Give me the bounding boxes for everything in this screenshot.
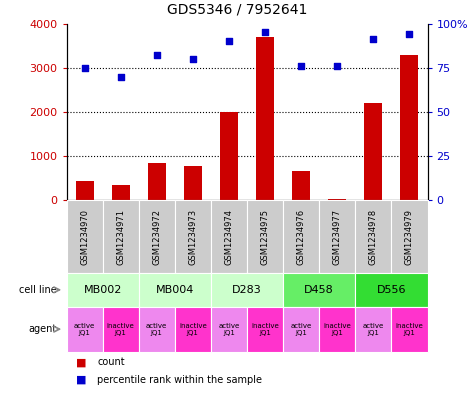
Bar: [66, 307, 103, 352]
Bar: [211, 273, 283, 307]
Text: MB002: MB002: [84, 285, 122, 295]
Text: GSM1234979: GSM1234979: [405, 209, 414, 265]
Bar: [103, 307, 139, 352]
Bar: [283, 200, 319, 273]
Bar: [391, 307, 428, 352]
Text: cell line: cell line: [19, 285, 57, 295]
Text: GSM1234976: GSM1234976: [297, 209, 305, 265]
Point: [189, 56, 197, 62]
Text: active
JQ1: active JQ1: [291, 323, 312, 336]
Point: [261, 29, 269, 36]
Bar: [364, 103, 382, 200]
Bar: [292, 171, 310, 200]
Point: [117, 73, 124, 80]
Text: ■: ■: [76, 375, 86, 385]
Bar: [355, 273, 428, 307]
Bar: [148, 163, 166, 200]
Text: GDS5346 / 7952641: GDS5346 / 7952641: [167, 2, 308, 17]
Point: [297, 63, 305, 69]
Bar: [319, 200, 355, 273]
Text: GSM1234975: GSM1234975: [261, 209, 269, 265]
Text: active
JQ1: active JQ1: [74, 323, 95, 336]
Text: active
JQ1: active JQ1: [146, 323, 167, 336]
Point: [225, 38, 233, 44]
Text: GSM1234974: GSM1234974: [225, 209, 233, 265]
Bar: [139, 273, 211, 307]
Text: D283: D283: [232, 285, 262, 295]
Bar: [175, 307, 211, 352]
Text: agent: agent: [29, 324, 57, 334]
Bar: [66, 273, 139, 307]
Bar: [184, 166, 202, 200]
Bar: [328, 199, 346, 200]
Text: GSM1234977: GSM1234977: [333, 209, 342, 265]
Text: inactive
JQ1: inactive JQ1: [251, 323, 279, 336]
Bar: [76, 180, 94, 200]
Text: GSM1234973: GSM1234973: [189, 209, 197, 265]
Text: inactive
JQ1: inactive JQ1: [323, 323, 351, 336]
Text: count: count: [97, 357, 125, 367]
Point: [333, 63, 341, 69]
Text: MB004: MB004: [156, 285, 194, 295]
Bar: [319, 307, 355, 352]
Bar: [355, 307, 391, 352]
Point: [153, 52, 161, 59]
Point: [81, 64, 88, 71]
Text: D556: D556: [377, 285, 406, 295]
Point: [406, 31, 413, 37]
Bar: [247, 200, 283, 273]
Bar: [139, 200, 175, 273]
Bar: [256, 37, 274, 200]
Bar: [247, 307, 283, 352]
Text: GSM1234970: GSM1234970: [80, 209, 89, 265]
Bar: [112, 185, 130, 200]
Bar: [391, 200, 428, 273]
Bar: [400, 55, 418, 200]
Text: GSM1234972: GSM1234972: [152, 209, 161, 265]
Text: GSM1234971: GSM1234971: [116, 209, 125, 265]
Text: active
JQ1: active JQ1: [218, 323, 239, 336]
Bar: [355, 200, 391, 273]
Text: GSM1234978: GSM1234978: [369, 209, 378, 265]
Text: percentile rank within the sample: percentile rank within the sample: [97, 375, 262, 385]
Bar: [211, 307, 247, 352]
Text: inactive
JQ1: inactive JQ1: [107, 323, 134, 336]
Bar: [283, 273, 355, 307]
Text: D458: D458: [304, 285, 334, 295]
Text: ■: ■: [76, 357, 86, 367]
Bar: [211, 200, 247, 273]
Text: inactive
JQ1: inactive JQ1: [396, 323, 423, 336]
Bar: [220, 112, 238, 200]
Bar: [103, 200, 139, 273]
Point: [370, 37, 377, 43]
Bar: [139, 307, 175, 352]
Bar: [283, 307, 319, 352]
Bar: [66, 200, 103, 273]
Text: active
JQ1: active JQ1: [363, 323, 384, 336]
Bar: [175, 200, 211, 273]
Text: inactive
JQ1: inactive JQ1: [179, 323, 207, 336]
